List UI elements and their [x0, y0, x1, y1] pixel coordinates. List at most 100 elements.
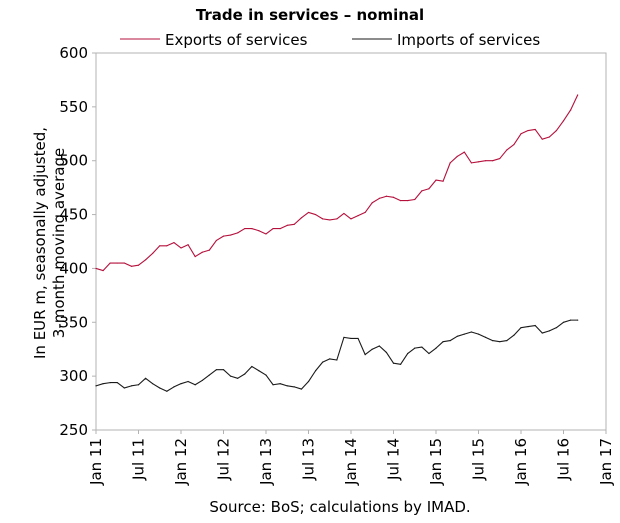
data-point: [130, 385, 133, 387]
x-tick-label: Jul 13: [300, 438, 318, 481]
y-tick-label: 450: [59, 206, 88, 224]
data-point: [222, 369, 225, 371]
data-point: [109, 382, 111, 384]
data-point: [194, 255, 196, 258]
data-point: [244, 373, 246, 375]
data-point: [201, 379, 203, 382]
data-point: [562, 120, 565, 122]
data-point: [555, 129, 558, 132]
data-point: [123, 262, 125, 264]
y-tick-label: 250: [59, 421, 88, 439]
data-point: [251, 365, 253, 368]
data-point: [272, 384, 274, 386]
y-axis-title-line1: In EUR m, seasonally adjusted,: [31, 127, 49, 359]
data-point: [477, 333, 480, 335]
data-point: [548, 136, 550, 138]
chart-title: Trade in services – nominal: [196, 6, 424, 24]
x-tick-label: Jan 12: [172, 438, 190, 486]
data-point: [435, 179, 437, 181]
data-point: [399, 199, 402, 202]
series-exports: [95, 94, 579, 272]
data-point: [371, 202, 373, 204]
data-point: [484, 336, 487, 338]
x-tick-label: Jan 13: [257, 438, 275, 486]
data-point: [506, 340, 508, 342]
data-point: [492, 160, 494, 162]
data-point: [244, 227, 246, 230]
x-axis: Jan 11 Jul 11 Jan 12 Jul 12 Jan 13 Jul 13 Jan …: [87, 430, 615, 486]
legend-label-imports: Imports of services: [397, 31, 540, 49]
data-point: [173, 241, 175, 244]
x-tick-label: Jul 14: [385, 438, 403, 481]
data-point: [577, 94, 579, 96]
data-point: [343, 212, 345, 215]
data-point: [541, 138, 543, 140]
data-point: [513, 143, 515, 146]
data-point: [492, 340, 494, 342]
data-point: [137, 264, 140, 266]
legend: Exports of services Imports of services: [120, 31, 540, 49]
y-tick-label: 400: [59, 259, 88, 277]
data-point: [95, 267, 97, 270]
x-tick-label: Jul 12: [215, 438, 233, 481]
data-point: [463, 151, 465, 153]
x-tick-label: Jan 15: [427, 438, 445, 486]
data-point: [116, 262, 118, 264]
x-tick-label: Jul 11: [130, 438, 148, 481]
data-point: [329, 358, 331, 360]
data-point: [152, 383, 154, 385]
data-point: [123, 387, 125, 389]
y-tick-label: 300: [59, 367, 88, 385]
x-tick-label: Jan 14: [342, 438, 360, 486]
data-point: [385, 195, 388, 197]
data-point: [449, 340, 451, 342]
data-point: [520, 133, 522, 135]
data-point: [350, 218, 352, 220]
data-point: [407, 199, 409, 202]
data-point: [300, 388, 303, 390]
data-point: [562, 321, 565, 323]
data-point: [159, 245, 161, 247]
data-point: [194, 384, 196, 386]
data-point: [414, 198, 416, 201]
x-tick-label: Jan 17: [597, 438, 615, 486]
data-point: [201, 251, 203, 253]
data-point: [435, 347, 437, 349]
data-point: [116, 382, 118, 384]
data-point: [414, 347, 416, 349]
data-point: [392, 196, 395, 198]
data-point: [378, 197, 380, 200]
data-point: [407, 352, 409, 355]
data-point: [569, 109, 572, 111]
source-note: Source: BoS; calculations by IMAD.: [209, 498, 470, 516]
data-point: [456, 155, 458, 158]
data-point: [421, 190, 423, 192]
data-point: [392, 362, 395, 364]
data-point: [286, 385, 288, 387]
data-point: [102, 383, 104, 385]
data-point: [159, 387, 161, 389]
plot-frame: [95, 52, 607, 431]
series-imports: [95, 319, 579, 392]
data-point: [541, 332, 543, 334]
data-point: [166, 245, 168, 247]
data-point: [484, 160, 487, 162]
y-tick-label: 350: [59, 313, 88, 331]
data-point: [187, 244, 189, 246]
data-point: [314, 370, 317, 372]
data-point: [527, 325, 529, 328]
y-tick-label: 600: [59, 44, 88, 62]
data-point: [237, 377, 239, 379]
data-point: [442, 341, 444, 343]
x-tick-label: Jan 16: [512, 438, 530, 486]
data-point: [336, 359, 338, 361]
data-point: [229, 375, 232, 377]
series-line: [95, 94, 579, 272]
data-point: [109, 262, 111, 264]
data-point: [137, 384, 140, 386]
data-point: [428, 188, 430, 190]
data-point: [357, 215, 359, 217]
data-point: [322, 218, 324, 220]
data-point: [385, 351, 388, 354]
